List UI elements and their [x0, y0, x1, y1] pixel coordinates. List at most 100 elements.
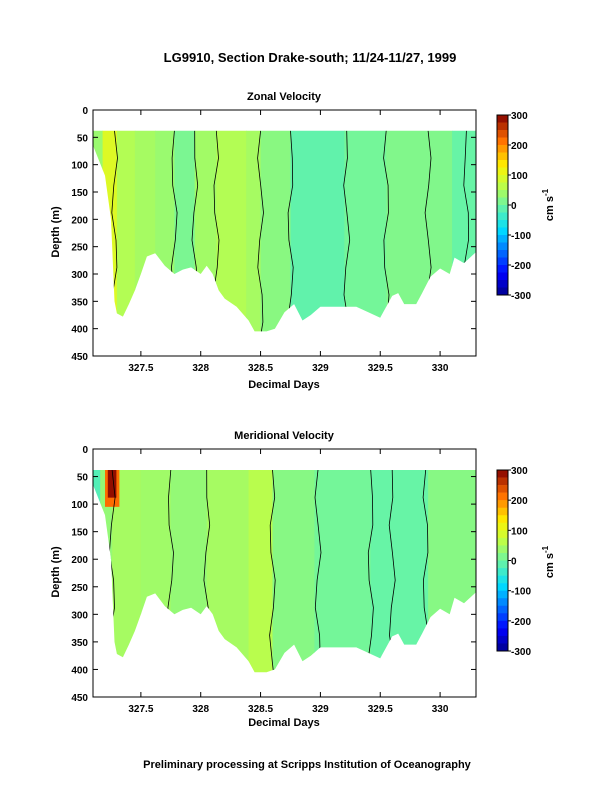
y-tick-label-2: 100 — [71, 500, 88, 511]
colorbar-segment-15 — [497, 583, 508, 591]
colorbar-tick-label-5: -200 — [511, 617, 531, 628]
velocity-band-0 — [93, 130, 104, 332]
colorbar-unit-meridional: cm s — [544, 553, 556, 578]
colorbar-segment-9 — [497, 182, 508, 191]
colorbar-segment-20 — [497, 620, 508, 629]
y-tick-label-7: 350 — [71, 297, 88, 308]
velocity-band-2 — [116, 130, 136, 332]
x-tick-label-4: 329.5 — [368, 363, 393, 374]
page-title: LG9910, Section Drake-south; 11/24-11/27… — [164, 50, 457, 65]
colorbar-tick-label-6: -300 — [511, 647, 531, 658]
x-tick-label-1: 328 — [192, 363, 209, 374]
velocity-band-6 — [194, 130, 217, 332]
x-tick-label-3: 329 — [312, 704, 329, 715]
velocity-band-3 — [134, 130, 156, 332]
colorbar-segment-19 — [497, 613, 508, 622]
colorbar-segment-18 — [497, 605, 508, 614]
colorbar-segment-4 — [497, 500, 508, 509]
colorbar-tick-label-0: 300 — [511, 466, 528, 477]
x-tick-label-1: 328 — [192, 704, 209, 715]
velocity-band-9 — [370, 469, 429, 673]
velocity-band-11 — [344, 130, 387, 332]
velocity-band-10 — [428, 469, 476, 673]
y-tick-label-6: 300 — [71, 610, 88, 621]
plot-frame — [92, 448, 477, 698]
colorbar-tick-label-3: 0 — [511, 557, 517, 568]
colorbar-segment-16 — [497, 235, 508, 243]
colorbar-tick-label-1: 200 — [511, 496, 528, 507]
colorbar-segment-14 — [497, 575, 508, 584]
y-tick-label-6: 300 — [71, 270, 88, 281]
colorbar-segment-10 — [497, 190, 508, 198]
colorbar-segment-4 — [497, 145, 508, 153]
velocity-band-3 — [140, 469, 172, 673]
colorbar-segment-3 — [497, 492, 508, 501]
y-tick-label-2: 100 — [71, 161, 88, 172]
contour-line-3 — [269, 469, 276, 673]
colorbar-segment-8 — [497, 175, 508, 183]
colorbar-segment-7 — [497, 167, 508, 176]
colorbar-segment-2 — [497, 130, 508, 138]
colorbar-label-zonal: cm s-1 — [541, 188, 556, 221]
colorbar-segment-6 — [497, 160, 508, 168]
y-tick-label-1: 50 — [77, 133, 89, 144]
velocity-band-7 — [272, 469, 315, 673]
colorbar-segment-10 — [497, 545, 508, 554]
meridional-colorbar: 300 200 100 0 -100 -200 -300 — [496, 466, 531, 658]
colorbar-segment-5 — [497, 152, 508, 161]
colorbar-tick-label-1: 200 — [511, 141, 528, 152]
colorbar-tick-label-6: -300 — [511, 291, 531, 302]
colorbar-segment-22 — [497, 635, 508, 644]
velocity-band-6 — [248, 469, 273, 673]
velocity-band-9 — [260, 130, 291, 332]
colorbar-segment-20 — [497, 265, 508, 273]
velocity-band-10 — [290, 130, 345, 332]
colorbar-segment-22 — [497, 280, 508, 288]
velocity-band-4 — [155, 130, 175, 332]
velocity-band-5 — [206, 469, 250, 673]
colorbar-segment-12 — [497, 205, 508, 213]
y-tick-label-8: 400 — [71, 325, 88, 336]
contour-line-4 — [257, 130, 264, 332]
velocity-hotspot-core — [107, 469, 117, 498]
colorbar-segment-6 — [497, 515, 508, 524]
colorbar-unit-zonal: cm s — [544, 196, 556, 221]
colorbar-segment-14 — [497, 220, 508, 228]
velocity-band-0 — [93, 469, 101, 673]
colorbar-segment-21 — [497, 272, 508, 281]
colorbar-segment-19 — [497, 257, 508, 266]
y-tick-label-7: 350 — [71, 638, 88, 649]
velocity-band-7 — [216, 130, 247, 332]
colorbar-segment-15 — [497, 227, 508, 236]
y-tick-label-1: 50 — [77, 473, 89, 484]
y-axis-label-meridional: Depth (m) — [50, 546, 62, 598]
colorbar-segment-5 — [497, 507, 508, 516]
y-tick-label-9: 450 — [71, 693, 88, 704]
y-tick-label-5: 250 — [71, 243, 88, 254]
colorbar-segment-11 — [497, 197, 508, 206]
colorbar-segment-16 — [497, 590, 508, 599]
colorbar-segment-2 — [497, 485, 508, 493]
colorbar-segment-1 — [497, 122, 508, 131]
colorbar-label-meridional: cm s-1 — [541, 545, 556, 578]
colorbar-segment-0 — [497, 115, 508, 123]
y-tick-label-0: 0 — [82, 445, 88, 456]
velocity-band-4 — [170, 469, 208, 673]
y-tick-label-9: 450 — [71, 352, 88, 363]
zonal-plot-area: 0 50 100 150 200 250 300 350 400 450 327.5 328 328.5… — [71, 106, 477, 374]
x-tick-label-2: 328.5 — [248, 363, 273, 374]
colorbar-tick-label-4: -100 — [511, 587, 531, 598]
colorbar-segment-17 — [497, 598, 508, 607]
x-tick-label-0: 327.5 — [128, 363, 153, 374]
x-tick-label-2: 328.5 — [248, 704, 273, 715]
colorbar-segment-3 — [497, 137, 508, 146]
plot-frame — [92, 109, 477, 357]
velocity-band-5 — [174, 130, 196, 332]
colorbar-unit-exponent-meridional: -1 — [541, 545, 550, 553]
panel-title-zonal: Zonal Velocity — [247, 91, 322, 103]
colorbar-tick-label-2: 100 — [511, 526, 528, 537]
y-tick-label-0: 0 — [82, 106, 88, 117]
y-tick-label-5: 250 — [71, 583, 88, 594]
colorbar-segment-8 — [497, 530, 508, 539]
colorbar-segment-12 — [497, 560, 508, 569]
